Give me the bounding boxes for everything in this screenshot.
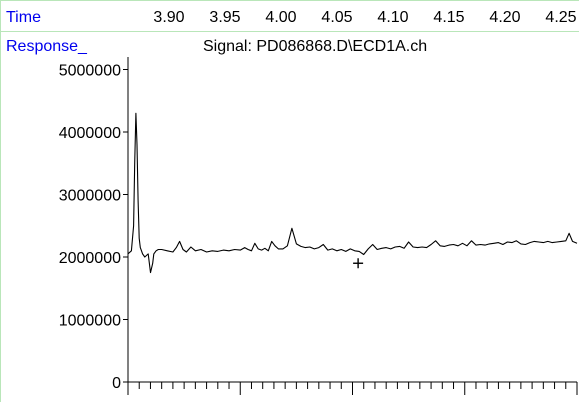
y-tick-label: 1000000 xyxy=(59,313,121,330)
time-tick-label: 3.95 xyxy=(209,9,240,26)
chart-title: Signal: PD086868.D\ECD1A.ch xyxy=(203,38,427,55)
series-layer xyxy=(127,112,578,274)
time-tick-label: 4.10 xyxy=(377,9,408,26)
time-tick-labels: 3.90 3.95 4.00 4.05 4.10 4.15 4.20 4.25 xyxy=(153,9,576,26)
y-tick-label: 3000000 xyxy=(59,188,121,205)
x-axis xyxy=(127,381,578,395)
marker-layer xyxy=(353,258,364,269)
cursor-marker xyxy=(353,258,364,269)
time-tick-label: 4.05 xyxy=(321,9,352,26)
time-tick-label: 4.15 xyxy=(433,9,464,26)
time-axis-label: Time xyxy=(6,9,41,26)
frame-separator-line xyxy=(0,31,579,32)
y-axis: 5000000 4000000 3000000 2000000 1000000 0 xyxy=(59,57,129,392)
y-axis-label: Response_ xyxy=(6,38,88,55)
y-tick-label: 5000000 xyxy=(59,63,121,80)
frame-top-line xyxy=(0,0,579,1)
y-tick-label: 0 xyxy=(112,375,121,392)
signal-trace xyxy=(127,112,578,274)
frame-left-line xyxy=(0,0,1,402)
time-tick-label: 4.00 xyxy=(265,9,296,26)
y-tick-label: 4000000 xyxy=(59,125,121,142)
time-tick-label: 3.90 xyxy=(153,9,184,26)
y-tick-label: 2000000 xyxy=(59,250,121,267)
time-tick-label: 4.20 xyxy=(489,9,520,26)
time-tick-label: 4.25 xyxy=(545,9,576,26)
